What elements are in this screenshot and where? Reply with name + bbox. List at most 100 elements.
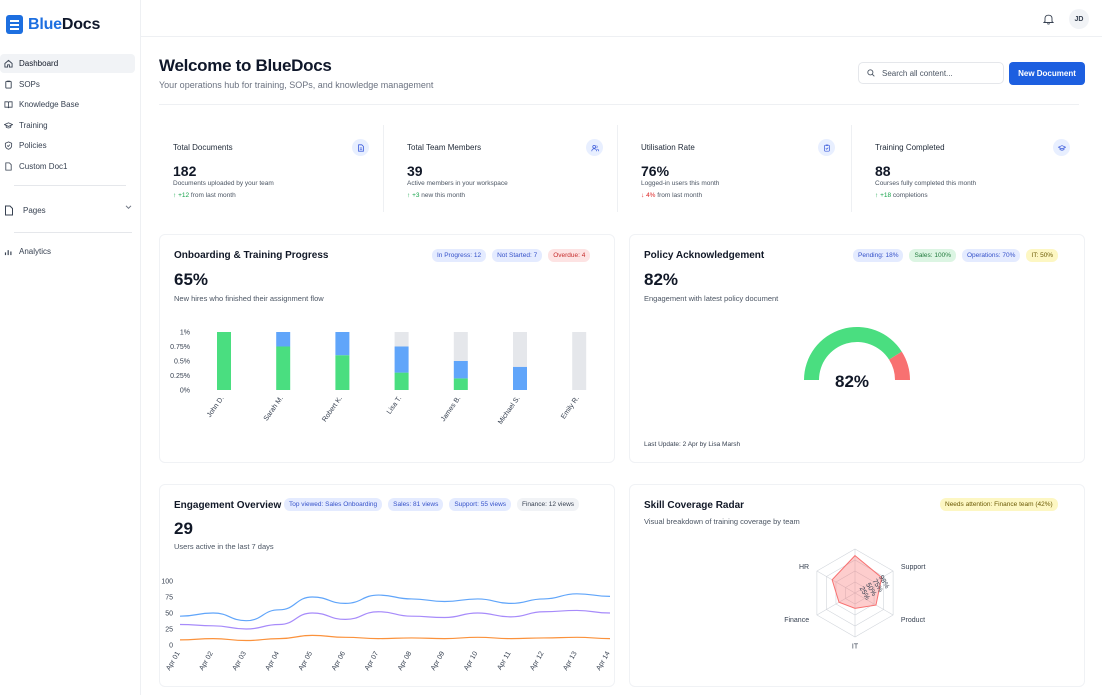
sidebar-nav: Dashboard SOPs Knowledge Base Training P…	[0, 54, 141, 178]
x-tick-label: Apr 02	[198, 650, 214, 671]
y-tick-label: 0%	[180, 388, 190, 395]
x-tick-label: Apr 01	[165, 650, 181, 671]
stat-value: 39	[407, 163, 423, 179]
bar-segment	[217, 332, 231, 390]
sidebar-item-dashboard[interactable]: Dashboard	[0, 54, 135, 73]
status-badge: IT: 50%	[1026, 249, 1059, 262]
stat-description: Logged-in users this month	[641, 180, 720, 187]
onboarding-title: Onboarding & Training Progress	[174, 250, 329, 261]
search-input[interactable]	[882, 68, 992, 78]
x-tick-label: Apr 11	[496, 650, 512, 671]
x-tick-label: Robert K.	[321, 395, 344, 423]
status-badge: Needs attention: Finance team (42%)	[940, 498, 1058, 511]
status-badge: Finance: 12 views	[517, 498, 580, 511]
y-tick-label: 0.75%	[170, 344, 190, 351]
stat-delta: ↑ +18 completions	[875, 192, 928, 199]
engagement-line-chart: 0 25 50 75 100 Apr 01 Apr 02 Apr 03 Apr 04 Apr 05…	[161, 579, 611, 672]
stat-card-utilisation-rate: Utilisation Rate 76% Logged-in users thi…	[627, 125, 852, 212]
x-tick-label: Apr 09	[430, 650, 446, 671]
sidebar-item-label: Custom Doc1	[19, 161, 68, 171]
sidebar-item-sops[interactable]: SOPs	[0, 75, 135, 94]
skill-coverage-card: Skill Coverage Radar Needs attention: Fi…	[629, 484, 1085, 687]
avatar[interactable]: JD	[1069, 9, 1089, 29]
search-box[interactable]	[858, 62, 1004, 84]
y-tick-label: 0.5%	[174, 359, 190, 366]
bell-icon[interactable]	[1042, 12, 1055, 25]
radar-series-area	[831, 554, 883, 609]
stat-delta-text: from last month	[655, 192, 703, 199]
trend-down-icon: ↓	[641, 192, 645, 199]
stat-delta-text: completions	[891, 192, 928, 199]
search-icon	[867, 69, 875, 77]
chevron-down-icon	[125, 205, 132, 212]
app-name-part1: Blue	[28, 15, 62, 33]
new-document-button[interactable]: New Document	[1009, 62, 1085, 85]
bar-segment	[335, 332, 350, 356]
topbar	[141, 0, 1102, 37]
graduation-cap-icon	[4, 121, 13, 130]
sidebar-item-training[interactable]: Training	[0, 116, 135, 135]
stat-label: Utilisation Rate	[641, 143, 695, 152]
engagement-overview-card: Engagement Overview Top viewed: Sales On…	[159, 484, 615, 687]
policy-status-pills: Pending: 18% Sales: 100% Operations: 70%…	[853, 249, 1059, 262]
x-tick-label: John D.	[206, 395, 226, 419]
y-tick-label: 25	[165, 627, 173, 634]
bar-segment	[276, 332, 291, 347]
sidebar-item-custom-doc1[interactable]: Custom Doc1	[0, 157, 135, 176]
x-tick-label: Apr 12	[529, 650, 545, 671]
status-badge: Pending: 18%	[853, 249, 904, 262]
bar-segment	[453, 332, 468, 361]
stat-value: 88	[875, 163, 891, 179]
skill-subtitle: Visual breakdown of training coverage by…	[644, 517, 800, 526]
gauge-segment-acknowledged	[804, 327, 902, 380]
bar-segment	[572, 332, 587, 390]
book-icon	[4, 100, 13, 109]
status-badge: Sales: 81 views	[388, 498, 444, 511]
stat-value: 182	[173, 163, 197, 179]
line-series	[179, 634, 611, 642]
line-series	[179, 609, 611, 630]
sidebar-item-label: Policies	[19, 141, 47, 151]
line-series	[179, 593, 611, 622]
document-icon	[4, 162, 13, 171]
sidebar-item-policies[interactable]: Policies	[0, 136, 135, 155]
radar-axis-line	[854, 570, 894, 594]
onboarding-value: 65%	[174, 270, 209, 289]
engagement-pills: Top viewed: Sales Onboarding Sales: 81 v…	[284, 498, 580, 511]
engagement-subtitle: Users active in the last 7 days	[174, 542, 274, 551]
stat-card-training-completed: Training Completed 88 Courses fully comp…	[861, 125, 1085, 212]
bar-segment	[453, 361, 468, 379]
bar-segment	[335, 355, 350, 390]
stat-delta-text: new this month	[419, 192, 466, 199]
y-tick-label: 0	[169, 643, 173, 650]
gauge-segment-pending	[889, 351, 910, 380]
status-badge: Not Started: 7	[492, 249, 543, 262]
sidebar-pages-toggle[interactable]: Pages	[4, 202, 132, 218]
stat-description: Courses fully completed this month	[875, 180, 977, 187]
stat-description: Active members in your workspace	[407, 180, 508, 187]
trend-up-icon: ↑	[173, 192, 177, 199]
page-icon	[4, 205, 14, 216]
pages-label: Pages	[23, 205, 46, 215]
stat-label: Total Documents	[173, 143, 233, 152]
sidebar-item-knowledge-base[interactable]: Knowledge Base	[0, 95, 135, 114]
sidebar-divider	[14, 232, 132, 233]
shield-icon	[4, 141, 13, 151]
sidebar-divider	[14, 185, 126, 186]
x-tick-label: Michael S.	[497, 395, 522, 426]
sidebar: BlueDocs Dashboard SOPs Knowledge Base T…	[0, 0, 141, 695]
app-name: BlueDocs	[28, 16, 100, 34]
sidebar-item-analytics[interactable]: Analytics	[4, 244, 51, 258]
bar-chart-icon	[4, 247, 13, 256]
engagement-value: 29	[174, 519, 193, 538]
onboarding-progress-card: Onboarding & Training Progress In Progre…	[159, 234, 615, 463]
stat-label: Total Team Members	[407, 143, 482, 152]
app-logo[interactable]: BlueDocs	[6, 15, 100, 34]
engagement-title: Engagement Overview	[174, 500, 282, 511]
x-tick-label: Apr 07	[364, 650, 380, 671]
status-badge: Support: 55 views	[449, 498, 512, 511]
clipboard-icon	[4, 80, 13, 89]
x-tick-label: Sarah M.	[263, 395, 285, 422]
y-tick-label: 1%	[180, 330, 190, 337]
radar-axis-label: Finance	[784, 617, 809, 624]
